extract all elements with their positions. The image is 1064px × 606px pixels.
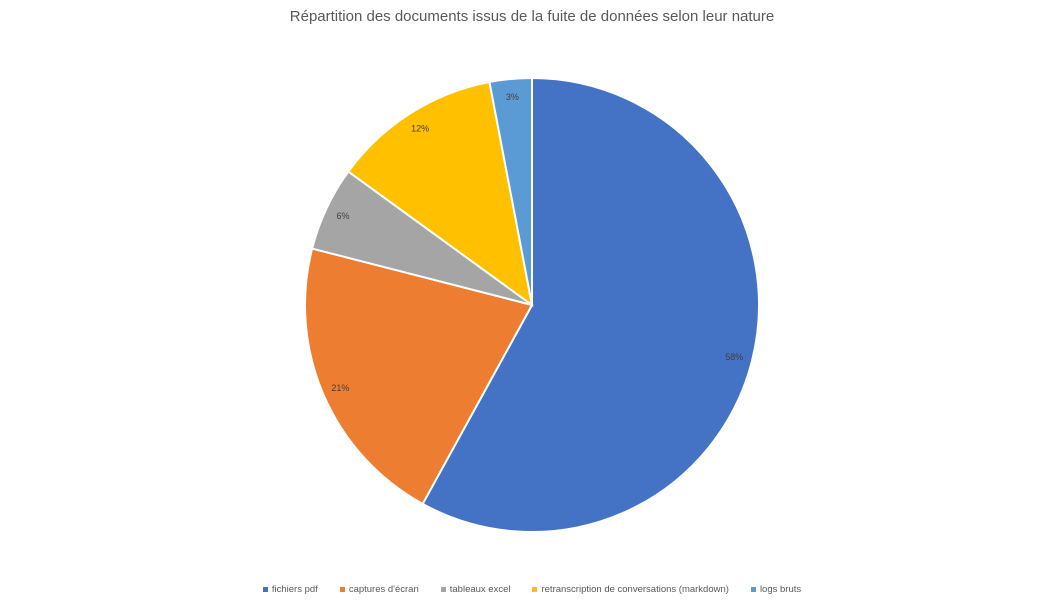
legend-label: retranscription de conversations (markdo…: [541, 584, 729, 595]
legend-swatch: [440, 587, 446, 592]
legend-swatch: [262, 587, 268, 592]
legend: fichiers pdf captures d'écran tableaux exc…: [0, 584, 1064, 595]
pie-slice-1: [304, 247, 534, 506]
legend-swatch: [750, 587, 756, 592]
pie-slice-0: [421, 76, 760, 533]
pie-slice-3: [346, 80, 534, 308]
legend-swatch: [339, 587, 345, 592]
legend-label: logs bruts: [759, 584, 802, 595]
data-label-2: 6%: [337, 211, 350, 221]
legend-item: retranscription de conversations (markdo…: [532, 584, 729, 595]
legend-item: captures d'écran: [339, 584, 419, 595]
data-label-0: 58%: [725, 352, 743, 362]
chart-title: Répartition des documents issus de la fu…: [289, 8, 775, 25]
legend-item: logs bruts: [750, 584, 802, 595]
legend-item: fichiers pdf: [262, 584, 318, 595]
data-label-3: 12%: [411, 124, 429, 134]
data-label-4: 3%: [506, 92, 519, 102]
pie-slice-4: [488, 76, 533, 306]
legend-label: tableaux excel: [449, 584, 511, 595]
legend-label: fichiers pdf: [271, 584, 318, 595]
data-label-1: 21%: [331, 383, 349, 393]
legend-label: captures d'écran: [348, 584, 419, 595]
legend-item: tableaux excel: [440, 584, 511, 595]
legend-swatch: [532, 587, 538, 592]
